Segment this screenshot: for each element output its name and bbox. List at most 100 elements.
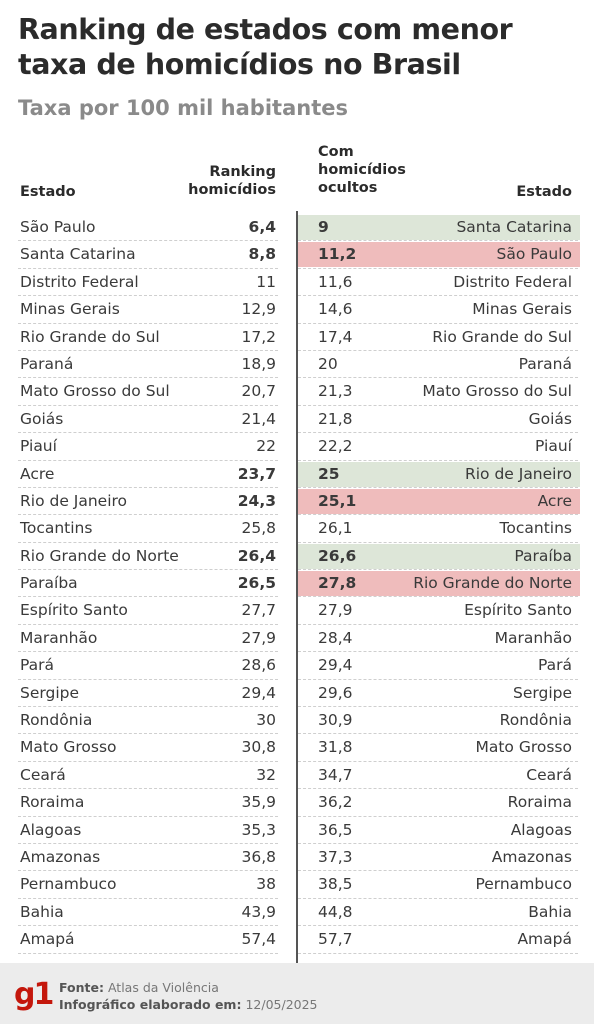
state-left: Rio Grande do Sul <box>20 327 160 346</box>
row-separator <box>18 267 278 269</box>
state-left: Pará <box>20 656 55 675</box>
hidden-homicide-rate: 26,6 <box>318 546 357 565</box>
state-left: Santa Catarina <box>20 245 136 264</box>
state-left: Rondônia <box>20 711 93 730</box>
hidden-homicide-rate: 11,2 <box>318 245 357 264</box>
table-row: Rio de Janeiro 24,3 25,1 Acre <box>0 488 594 516</box>
header-ranking-line2: homicídios <box>188 182 276 198</box>
table-row: Rio Grande do Norte 26,4 26,6 Paraíba <box>0 543 594 571</box>
row-separator <box>18 788 278 790</box>
hidden-homicide-rate: 38,5 <box>318 875 353 894</box>
row-highlight-green <box>298 461 580 487</box>
state-right: Pará <box>537 656 572 675</box>
state-right: Minas Gerais <box>472 300 572 319</box>
homicide-rate: 57,4 <box>241 930 276 949</box>
table-row: Acre 23,7 25 Rio de Janeiro <box>0 461 594 488</box>
state-right: Bahia <box>528 902 572 921</box>
row-separator <box>298 459 578 461</box>
homicide-rate: 20,7 <box>241 382 276 401</box>
table-row: Espírito Santo 27,7 27,9 Espírito Santo <box>0 597 594 625</box>
homicide-rate: 27,7 <box>241 601 276 620</box>
row-separator <box>18 240 278 242</box>
hidden-homicide-rate: 21,3 <box>318 382 353 401</box>
date-label: Infográfico elaborado em: <box>59 997 242 1012</box>
row-separator <box>298 569 578 571</box>
row-separator <box>18 596 278 598</box>
homicide-rate: 35,9 <box>241 793 276 812</box>
row-separator <box>298 623 578 625</box>
hidden-homicide-rate: 25,1 <box>318 491 357 510</box>
state-left: Mato Grosso <box>20 738 117 757</box>
state-right: Goiás <box>528 409 572 428</box>
hidden-homicide-rate: 31,8 <box>318 738 353 757</box>
hidden-homicide-rate: 21,8 <box>318 409 353 428</box>
row-separator <box>298 788 578 790</box>
row-separator <box>18 404 278 406</box>
homicide-rate: 35,3 <box>241 820 276 839</box>
state-right: Piauí <box>535 437 572 456</box>
table-row: Amapá 57,4 57,7 Amapá <box>0 926 594 954</box>
state-right: Sergipe <box>513 683 572 702</box>
column-divider <box>296 211 298 963</box>
state-right: Alagoas <box>510 820 572 839</box>
row-separator <box>18 706 278 708</box>
hidden-homicide-rate: 37,3 <box>318 847 353 866</box>
source-value: Atlas da Violência <box>107 980 219 995</box>
g1-logo: g1 <box>14 977 54 1012</box>
row-highlight-green <box>298 215 580 240</box>
header-estado-left: Estado <box>20 184 76 200</box>
state-left: Goiás <box>20 409 64 428</box>
row-separator <box>298 486 578 488</box>
table-row: Minas Gerais 12,9 14,6 Minas Gerais <box>0 296 594 324</box>
row-separator <box>18 295 278 297</box>
source-line: Fonte: Atlas da Violência <box>59 980 219 995</box>
state-right: Tocantins <box>499 519 572 538</box>
hidden-homicide-rate: 17,4 <box>318 327 353 346</box>
state-left: Tocantins <box>20 519 93 538</box>
homicide-rate: 27,9 <box>241 628 276 647</box>
hidden-homicide-rate: 26,1 <box>318 519 353 538</box>
state-right: Mato Grosso <box>475 738 572 757</box>
row-separator <box>298 925 578 927</box>
hidden-homicide-rate: 11,6 <box>318 272 353 291</box>
state-right: São Paulo <box>496 245 572 264</box>
state-right: Roraima <box>507 793 572 812</box>
row-separator <box>298 952 578 954</box>
hidden-homicide-rate: 44,8 <box>318 902 353 921</box>
table-row: Santa Catarina 8,8 11,2 São Paulo <box>0 241 594 269</box>
state-left: Alagoas <box>20 820 82 839</box>
homicide-rate: 30 <box>256 711 276 730</box>
state-left: Paraná <box>20 354 74 373</box>
state-right: Acre <box>537 491 572 510</box>
table-row: Ceará 32 34,7 Ceará <box>0 762 594 790</box>
homicide-rate: 6,4 <box>248 218 276 236</box>
state-left: Amapá <box>20 930 75 949</box>
state-right: Amapá <box>517 930 572 949</box>
row-separator <box>298 651 578 653</box>
homicide-rate: 18,9 <box>241 354 276 373</box>
row-highlight-red <box>298 242 580 268</box>
row-separator <box>18 514 278 516</box>
row-separator <box>298 514 578 516</box>
state-right: Pernambuco <box>475 875 572 894</box>
homicide-rate: 32 <box>256 765 276 784</box>
state-left: Ceará <box>20 765 66 784</box>
row-separator <box>18 459 278 461</box>
row-separator <box>298 596 578 598</box>
row-separator <box>18 952 278 954</box>
row-separator <box>298 541 578 543</box>
homicide-rate: 28,6 <box>241 656 276 675</box>
row-separator <box>298 349 578 351</box>
table-row: Alagoas 35,3 36,5 Alagoas <box>0 817 594 844</box>
hidden-homicide-rate: 20 <box>318 354 338 373</box>
row-separator <box>298 760 578 762</box>
table-row: Pará 28,6 29,4 Pará <box>0 652 594 680</box>
homicide-rate: 24,3 <box>237 491 276 510</box>
table-row: Bahia 43,9 44,8 Bahia <box>0 899 594 927</box>
state-left: Minas Gerais <box>20 300 120 319</box>
table-row: Pernambuco 38 38,5 Pernambuco <box>0 871 594 899</box>
hidden-homicide-rate: 14,6 <box>318 300 353 319</box>
row-separator <box>298 870 578 872</box>
state-right: Espírito Santo <box>464 601 572 620</box>
homicide-rate: 30,8 <box>241 738 276 757</box>
